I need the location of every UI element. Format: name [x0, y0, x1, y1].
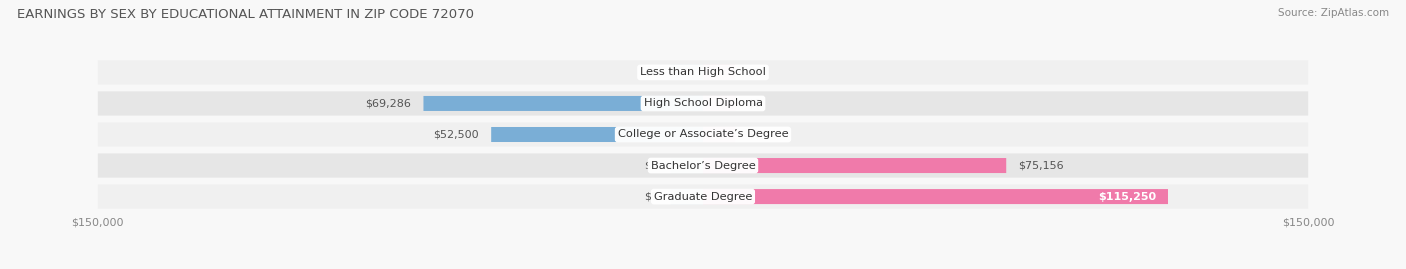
FancyBboxPatch shape	[703, 158, 1007, 173]
Text: Bachelor’s Degree: Bachelor’s Degree	[651, 161, 755, 171]
FancyBboxPatch shape	[671, 189, 703, 204]
Text: $0: $0	[644, 161, 658, 171]
Text: Source: ZipAtlas.com: Source: ZipAtlas.com	[1278, 8, 1389, 18]
FancyBboxPatch shape	[703, 127, 735, 142]
FancyBboxPatch shape	[423, 96, 703, 111]
FancyBboxPatch shape	[98, 122, 1308, 147]
FancyBboxPatch shape	[98, 91, 1308, 116]
Text: College or Associate’s Degree: College or Associate’s Degree	[617, 129, 789, 140]
FancyBboxPatch shape	[671, 158, 703, 173]
Text: $0: $0	[644, 192, 658, 201]
Text: $69,286: $69,286	[366, 98, 412, 108]
Text: $75,156: $75,156	[1018, 161, 1064, 171]
Text: $0: $0	[748, 98, 762, 108]
FancyBboxPatch shape	[671, 65, 703, 80]
Text: Graduate Degree: Graduate Degree	[654, 192, 752, 201]
FancyBboxPatch shape	[98, 185, 1308, 209]
Text: EARNINGS BY SEX BY EDUCATIONAL ATTAINMENT IN ZIP CODE 72070: EARNINGS BY SEX BY EDUCATIONAL ATTAINMEN…	[17, 8, 474, 21]
FancyBboxPatch shape	[703, 96, 735, 111]
Text: High School Diploma: High School Diploma	[644, 98, 762, 108]
FancyBboxPatch shape	[98, 60, 1308, 84]
FancyBboxPatch shape	[491, 127, 703, 142]
Text: $0: $0	[748, 68, 762, 77]
FancyBboxPatch shape	[703, 189, 1168, 204]
FancyBboxPatch shape	[703, 65, 735, 80]
Text: $0: $0	[644, 68, 658, 77]
FancyBboxPatch shape	[98, 153, 1308, 178]
Text: $115,250: $115,250	[1098, 192, 1156, 201]
Text: $52,500: $52,500	[433, 129, 479, 140]
Text: Less than High School: Less than High School	[640, 68, 766, 77]
Text: $0: $0	[748, 129, 762, 140]
